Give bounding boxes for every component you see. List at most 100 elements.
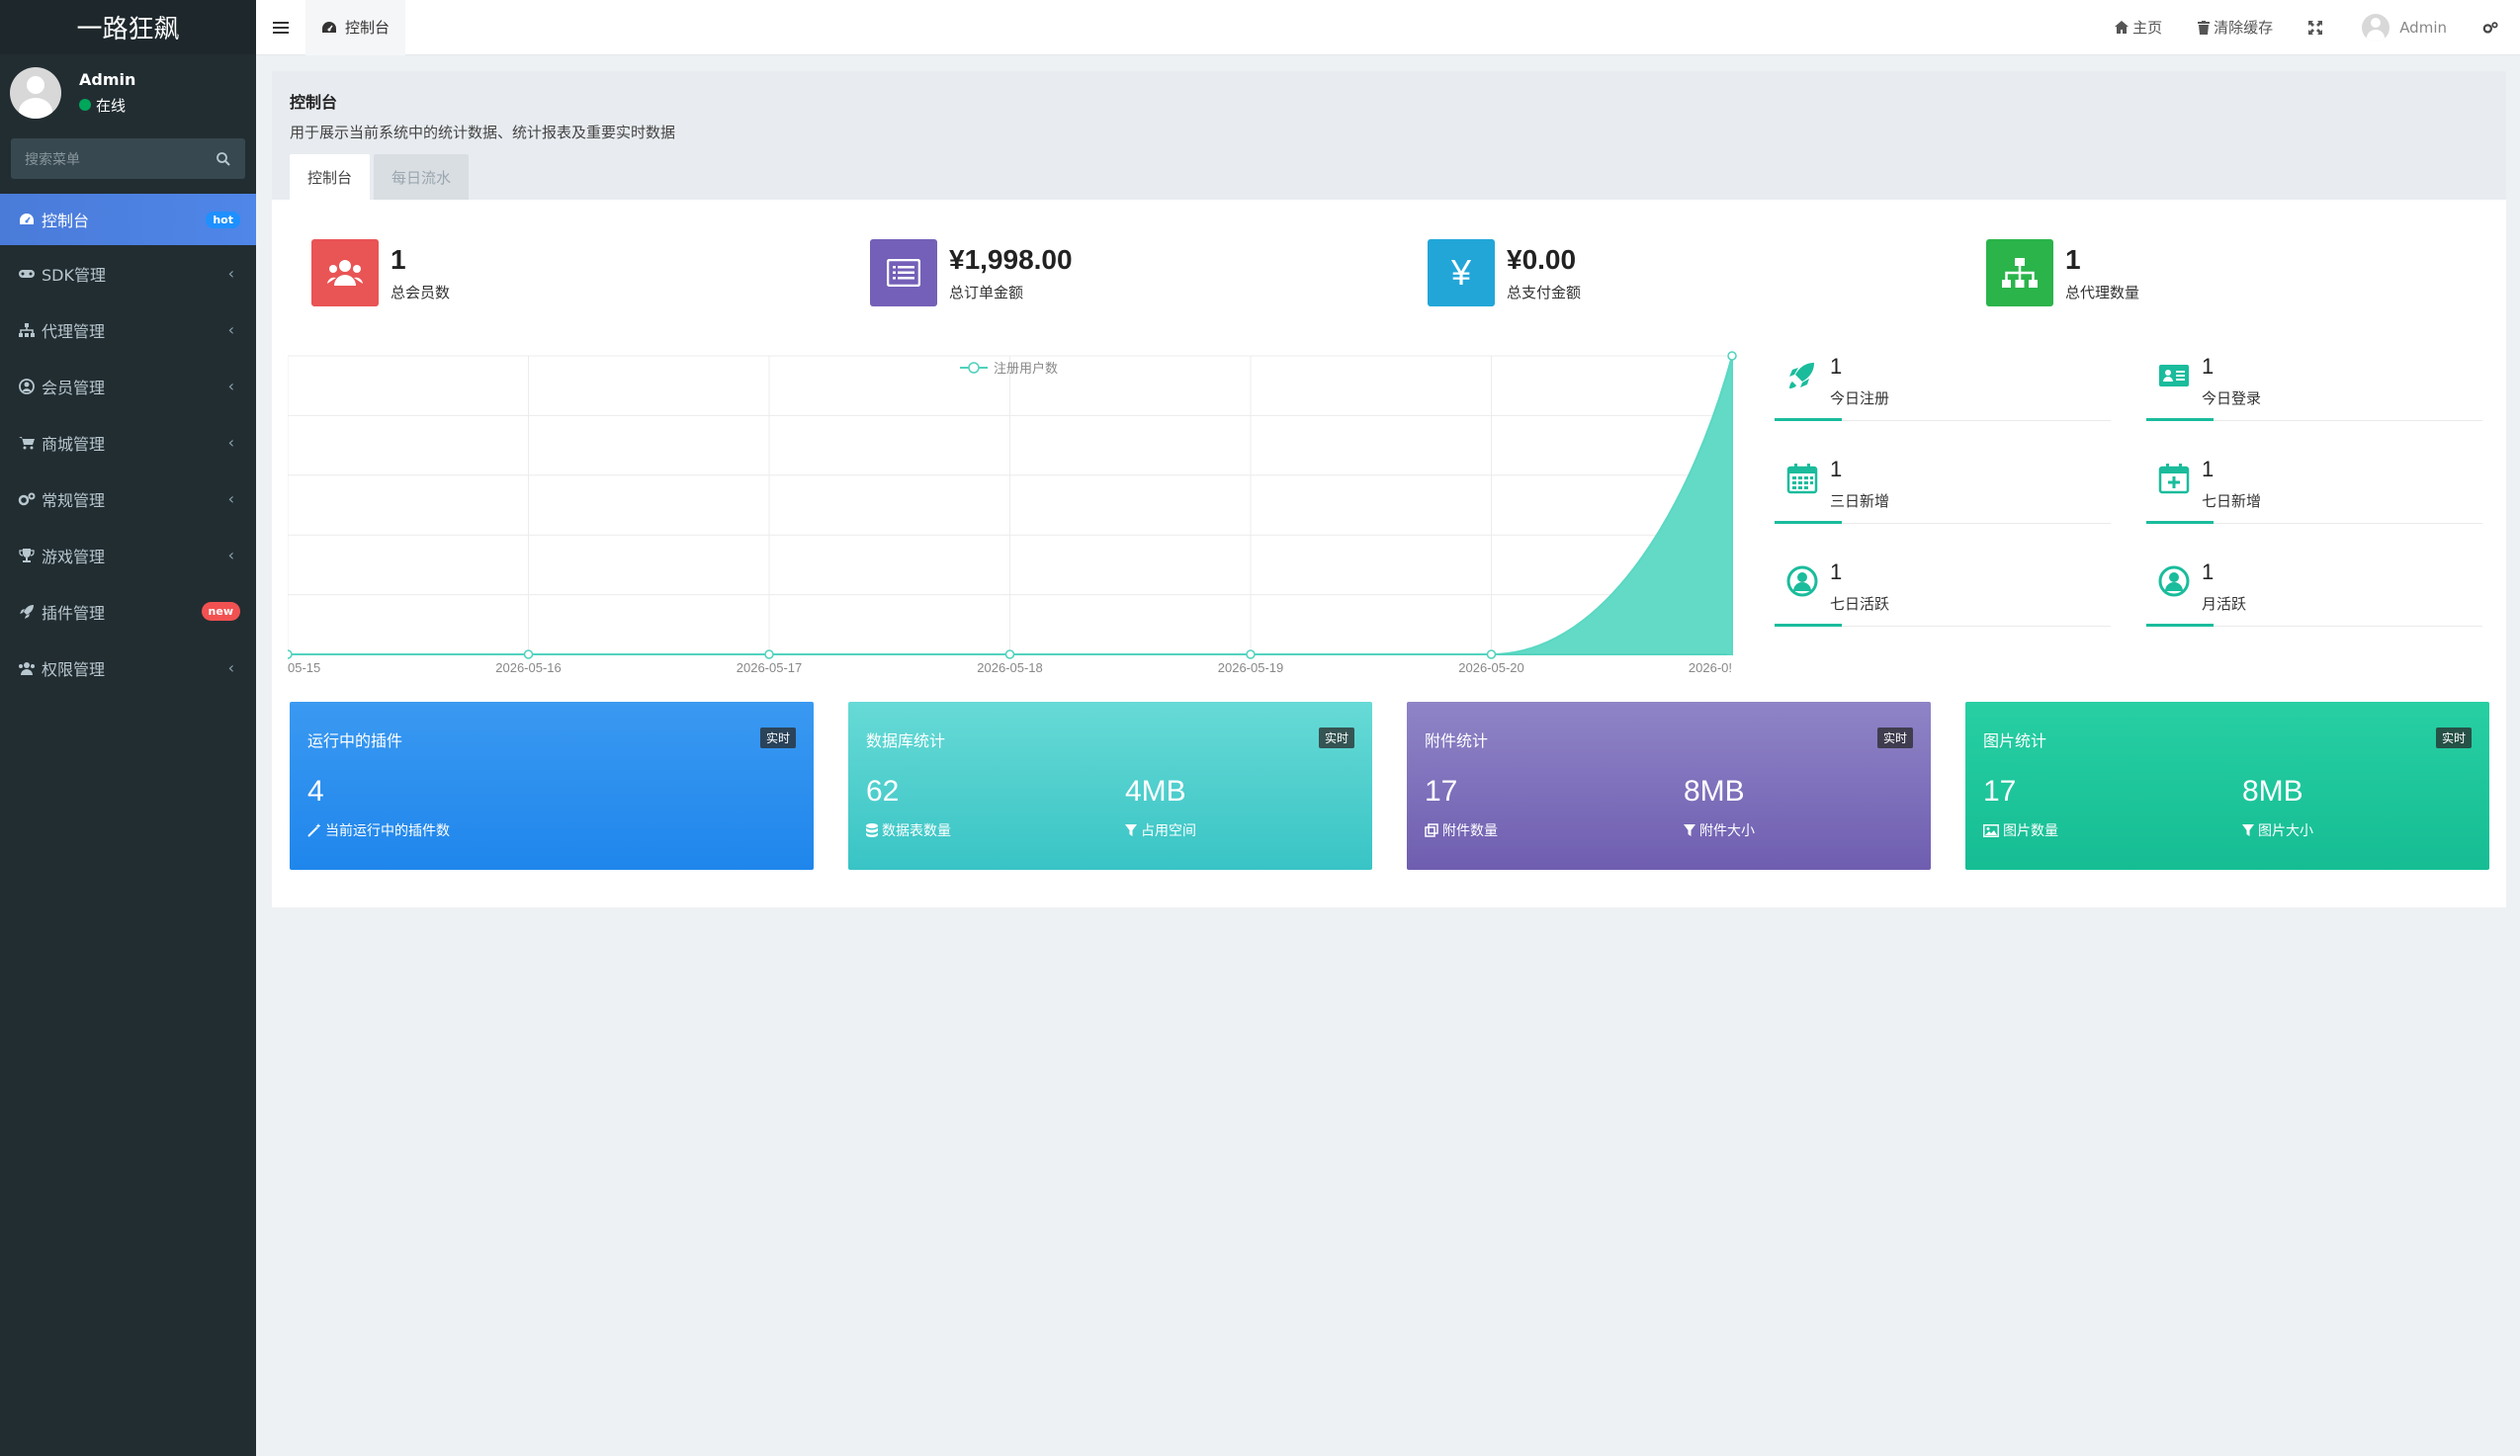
- realtime-badge: 实时: [759, 728, 796, 748]
- sidebar-item-agent[interactable]: 代理管理 ‹: [0, 301, 256, 358]
- user-name: Admin: [79, 69, 136, 89]
- stats-row: 1 总会员数 ¥1,998.00 总订单金额 ¥ ¥0.00 总支付金额: [311, 239, 2506, 308]
- stat-label: 总支付金额: [1507, 283, 1582, 301]
- card-sub: 附件大小: [1684, 820, 1755, 840]
- realtime-badge: 实时: [2435, 728, 2472, 748]
- panel-tabs: 控制台 每日流水: [290, 154, 473, 200]
- files-icon: [1425, 823, 1438, 837]
- sidebar-item-shop[interactable]: 商城管理 ‹: [0, 414, 256, 471]
- metric-label: 月活跃: [2202, 595, 2247, 613]
- search-icon[interactable]: [216, 151, 231, 167]
- cogs-icon: [2482, 21, 2498, 34]
- card-database-stats: 数据库统计 实时 62 数据表数量 4MB 占用空间: [848, 702, 1372, 870]
- user-panel: Admin 在线: [0, 54, 256, 130]
- data-point: [1486, 649, 1497, 659]
- clear-cache-button[interactable]: 清除缓存: [2180, 0, 2291, 55]
- x-tick-label: 2026-05-19: [1218, 660, 1284, 675]
- metric-value: 1: [1830, 457, 1843, 481]
- chevron-left-icon: ‹: [227, 489, 234, 508]
- id-card-icon: [2159, 365, 2189, 386]
- filter-icon: [1125, 824, 1137, 836]
- card-sub: 占用空间: [1125, 820, 1196, 840]
- status-text: 在线: [96, 96, 127, 115]
- tab-dashboard[interactable]: 控制台: [290, 154, 371, 200]
- card-sub-label: 附件大小: [1699, 823, 1755, 839]
- card-sub: 图片大小: [2242, 820, 2313, 840]
- settings-button[interactable]: [2465, 0, 2520, 55]
- card-value: 8MB: [1684, 775, 1745, 808]
- chevron-left-icon: ‹: [227, 377, 234, 395]
- metric-seven-day-active: 1 七日活跃: [1775, 554, 2111, 627]
- sidebar-item-label: 权限管理: [42, 659, 106, 679]
- legend-marker: [968, 362, 980, 374]
- card-sub-label: 数据表数量: [882, 823, 951, 839]
- data-point: [523, 649, 534, 659]
- card-value: 62: [866, 775, 900, 808]
- app-logo[interactable]: 一路狂飙: [0, 0, 256, 54]
- fullscreen-icon: [2308, 20, 2323, 35]
- x-tick-label: 2026-05-18: [977, 660, 1043, 675]
- x-tick-label: 2026-0!: [1689, 660, 1732, 675]
- sidebar-item-game[interactable]: 游戏管理 ‹: [0, 527, 256, 583]
- metric-label: 七日活跃: [1830, 595, 1890, 613]
- metric-value: 1: [1830, 559, 1843, 584]
- data-point: [1246, 649, 1256, 659]
- card-sub: 数据表数量: [866, 820, 951, 840]
- x-tick-label: 2026-05-16: [495, 660, 562, 675]
- yen-icon: ¥: [1428, 239, 1495, 306]
- users-icon: [18, 660, 36, 676]
- home-link[interactable]: 主页: [2097, 0, 2180, 55]
- metric-value: 1: [2202, 457, 2215, 481]
- users-icon: [311, 239, 379, 306]
- x-tick-label: 2026-05-20: [1458, 660, 1524, 675]
- realtime-badge: 实时: [1876, 728, 1913, 748]
- stat-total-payments: ¥ ¥0.00 总支付金额: [1428, 239, 1581, 306]
- magic-wand-icon: [307, 823, 321, 837]
- sitemap-icon: [18, 322, 36, 338]
- sidebar-item-member[interactable]: 会员管理 ‹: [0, 358, 256, 414]
- card-image-stats: 图片统计 实时 17 图片数量 8MB 图片大小: [1965, 702, 2489, 870]
- sidebar-item-general[interactable]: 常规管理 ‹: [0, 471, 256, 527]
- card-sub-label: 当前运行中的插件数: [325, 823, 450, 839]
- dashboard-panel: 控制台 用于展示当前系统中的统计数据、统计报表及重要实时数据 控制台 每日流水 …: [272, 71, 2506, 907]
- avatar: [10, 66, 61, 119]
- sidebar-item-label: 游戏管理: [42, 547, 106, 566]
- calendar-plus-icon: [2158, 464, 2190, 494]
- sidebar-item-label: 代理管理: [42, 321, 106, 341]
- chevron-left-icon: ‹: [227, 658, 234, 677]
- sidebar-item-plugin[interactable]: 插件管理 new: [0, 583, 256, 640]
- page-description: 用于展示当前系统中的统计数据、统计报表及重要实时数据: [290, 124, 676, 141]
- tab-daily-flow[interactable]: 每日流水: [374, 154, 470, 200]
- sidebar-item-dashboard[interactable]: 控制台 hot: [0, 194, 256, 245]
- avatar: [2362, 13, 2390, 42]
- top-navbar: 控制台 主页 清除缓存 Admin: [256, 0, 2520, 55]
- cogs-icon: [18, 491, 36, 507]
- trash-icon: [2198, 20, 2211, 35]
- data-point: [1004, 649, 1015, 659]
- sidebar-toggle-button[interactable]: [256, 0, 305, 55]
- sidebar-item-label: 插件管理: [42, 603, 106, 623]
- fullscreen-button[interactable]: [2291, 0, 2344, 55]
- stat-value: ¥1,998.00: [949, 243, 1073, 275]
- sidebar-menu: 控制台 hot SDK管理 ‹ 代理管理 ‹ 会员管理 ‹ 商城管理 ‹ 常规管…: [0, 194, 256, 696]
- stat-label: 总代理数量: [2065, 283, 2140, 301]
- registered-users-chart: 05-15 2026-05-16 2026-05-17 2026-05-18 2026-…: [283, 351, 1741, 677]
- card-sub-label: 占用空间: [1141, 823, 1196, 839]
- database-icon: [866, 823, 878, 837]
- menu-search[interactable]: [11, 138, 245, 179]
- metric-seven-day-new: 1 七日新增: [2146, 451, 2482, 524]
- chevron-left-icon: ‹: [227, 433, 234, 452]
- user-menu[interactable]: Admin: [2344, 0, 2465, 55]
- rocket-icon: [1789, 363, 1814, 388]
- tab-dashboard[interactable]: 控制台: [305, 0, 406, 55]
- sidebar-item-sdk[interactable]: SDK管理 ‹: [0, 245, 256, 301]
- data-point: [1727, 351, 1737, 361]
- menu-search-input[interactable]: [25, 150, 216, 167]
- user-circle-icon: [1786, 565, 1818, 597]
- metric-monthly-active: 1 月活跃: [2146, 554, 2482, 627]
- clear-cache-label: 清除缓存: [2214, 19, 2274, 37]
- gamepad-icon: [18, 266, 36, 282]
- stat-total-orders: ¥1,998.00 总订单金额: [870, 239, 1073, 306]
- card-sub: 当前运行中的插件数: [307, 820, 450, 840]
- sidebar-item-permission[interactable]: 权限管理 ‹: [0, 640, 256, 696]
